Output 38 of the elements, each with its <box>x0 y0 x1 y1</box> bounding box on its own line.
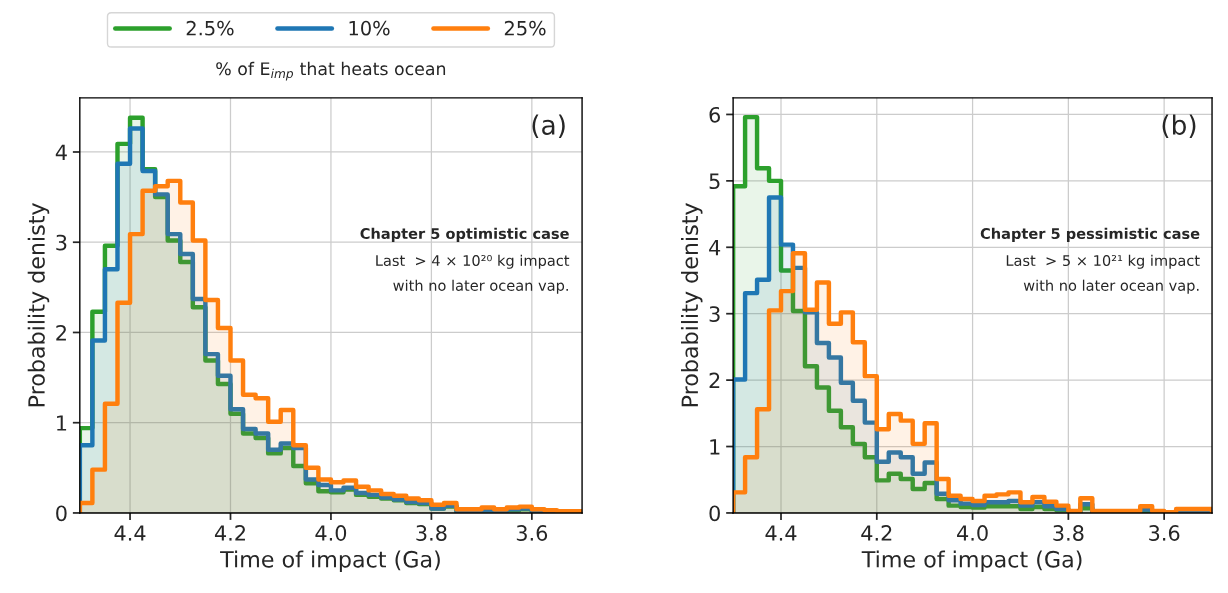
y-tick-label: 1 <box>710 439 720 455</box>
y-tick-label: 6 <box>709 106 720 123</box>
x-tick-label: 4.4 <box>765 525 797 541</box>
x-axis-title: Time of impact (Ga) <box>220 550 440 572</box>
y-axis-title: Probability denisty <box>27 203 50 407</box>
annotation: Last > 4 × 10²⁰ kg impact <box>376 254 570 269</box>
legend-label: 10% <box>349 20 390 36</box>
y-tick-label: 5 <box>709 173 720 190</box>
y-tick-label: 3 <box>56 234 67 251</box>
annotation: Last > 5 × 10²¹ kg impact <box>1006 254 1200 269</box>
annotation: with no later ocean vap. <box>393 279 568 294</box>
legend-label: 2.5% <box>186 20 234 36</box>
x-tick-label: 3.6 <box>1149 525 1180 541</box>
x-tick-label: 4.2 <box>214 525 245 541</box>
y-axis-title: Probability denisty <box>680 203 703 407</box>
x-tick-label: 4.2 <box>861 525 892 541</box>
annotation: (b) <box>1162 114 1196 138</box>
y-tick-label: 2 <box>56 324 66 341</box>
y-tick-label: 4 <box>55 144 67 160</box>
annotation: (a) <box>532 114 565 138</box>
x-tick-label: 4.0 <box>957 525 988 541</box>
y-tick-label: 0 <box>56 505 67 522</box>
y-tick-label: 3 <box>709 306 720 322</box>
y-tick-label: 2 <box>709 372 720 389</box>
y-tick-label: 0 <box>709 505 720 522</box>
x-tick-label: 3.6 <box>516 525 548 541</box>
annotation: Chapter 5 optimistic case <box>360 227 569 242</box>
legend-title: % of E$_{imp}$ that heats ocean <box>216 61 446 81</box>
y-tick-label: 1 <box>57 415 67 431</box>
x-tick-label: 3.8 <box>1053 525 1084 541</box>
annotation: with no later ocean vap. <box>1023 279 1199 294</box>
x-tick-label: 3.8 <box>416 525 447 541</box>
x-tick-label: 4.4 <box>114 525 146 541</box>
y-tick-label: 4 <box>709 240 721 256</box>
x-axis-title: Time of impact (Ga) <box>861 550 1082 572</box>
legend-label: 25% <box>504 20 546 36</box>
annotation: Chapter 5 pessimistic case <box>980 227 1200 242</box>
x-tick-label: 4.0 <box>315 525 347 541</box>
